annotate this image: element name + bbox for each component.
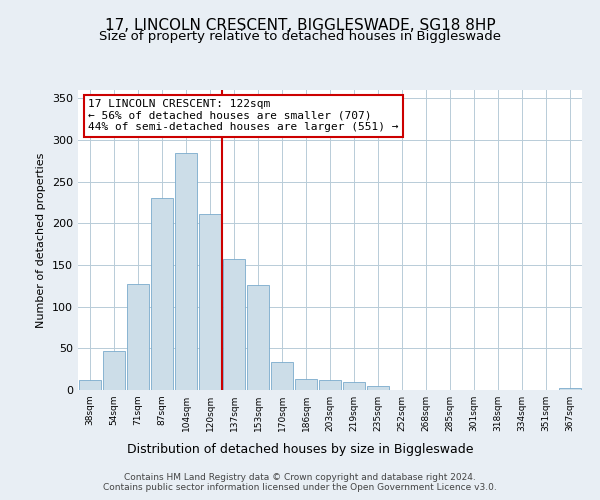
Bar xyxy=(271,362,293,390)
Y-axis label: Number of detached properties: Number of detached properties xyxy=(37,152,46,328)
Bar xyxy=(175,154,197,390)
Bar xyxy=(343,382,365,390)
Bar xyxy=(199,214,221,390)
Bar xyxy=(103,351,125,390)
Bar xyxy=(367,386,389,390)
Bar xyxy=(223,259,245,390)
Text: Contains HM Land Registry data © Crown copyright and database right 2024.: Contains HM Land Registry data © Crown c… xyxy=(124,472,476,482)
Text: Contains public sector information licensed under the Open Government Licence v3: Contains public sector information licen… xyxy=(103,484,497,492)
Text: Distribution of detached houses by size in Biggleswade: Distribution of detached houses by size … xyxy=(127,442,473,456)
Bar xyxy=(559,388,581,390)
Bar xyxy=(295,379,317,390)
Bar xyxy=(319,380,341,390)
Bar xyxy=(127,284,149,390)
Bar xyxy=(151,198,173,390)
Text: 17 LINCOLN CRESCENT: 122sqm
← 56% of detached houses are smaller (707)
44% of se: 17 LINCOLN CRESCENT: 122sqm ← 56% of det… xyxy=(88,99,398,132)
Text: Size of property relative to detached houses in Biggleswade: Size of property relative to detached ho… xyxy=(99,30,501,43)
Bar xyxy=(247,285,269,390)
Bar xyxy=(79,380,101,390)
Text: 17, LINCOLN CRESCENT, BIGGLESWADE, SG18 8HP: 17, LINCOLN CRESCENT, BIGGLESWADE, SG18 … xyxy=(104,18,496,32)
